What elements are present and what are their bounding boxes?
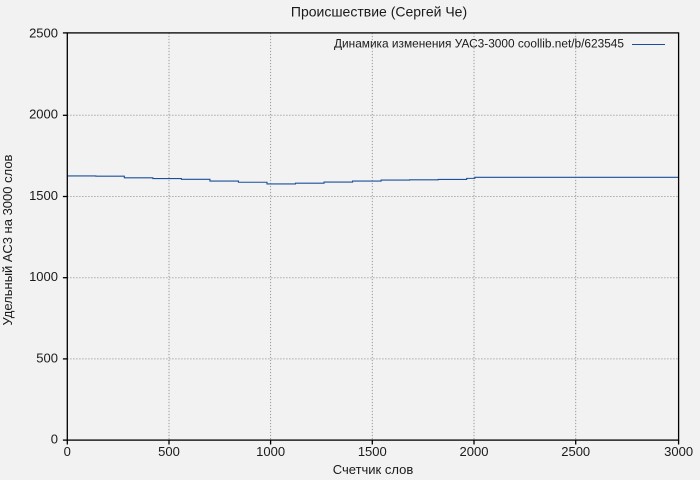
svg-text:Динамика изменения УАС3-3000 c: Динамика изменения УАС3-3000 coollib.net… <box>334 37 624 51</box>
svg-text:500: 500 <box>36 350 58 365</box>
svg-text:1000: 1000 <box>29 269 58 284</box>
svg-text:2500: 2500 <box>561 444 590 459</box>
svg-text:Счетчик слов: Счетчик слов <box>333 462 414 477</box>
svg-text:1500: 1500 <box>29 188 58 203</box>
svg-text:2500: 2500 <box>29 26 58 41</box>
svg-text:Происшествие (Сергей Че): Происшествие (Сергей Че) <box>291 4 467 20</box>
svg-text:3000: 3000 <box>664 444 693 459</box>
svg-text:1500: 1500 <box>358 444 387 459</box>
svg-text:0: 0 <box>51 432 58 447</box>
svg-text:500: 500 <box>158 444 180 459</box>
svg-text:1000: 1000 <box>256 444 285 459</box>
svg-text:2000: 2000 <box>29 107 58 122</box>
svg-text:2000: 2000 <box>460 444 489 459</box>
svg-text:Удельный АС3 на 3000 слов: Удельный АС3 на 3000 слов <box>0 154 15 325</box>
svg-text:0: 0 <box>64 444 71 459</box>
